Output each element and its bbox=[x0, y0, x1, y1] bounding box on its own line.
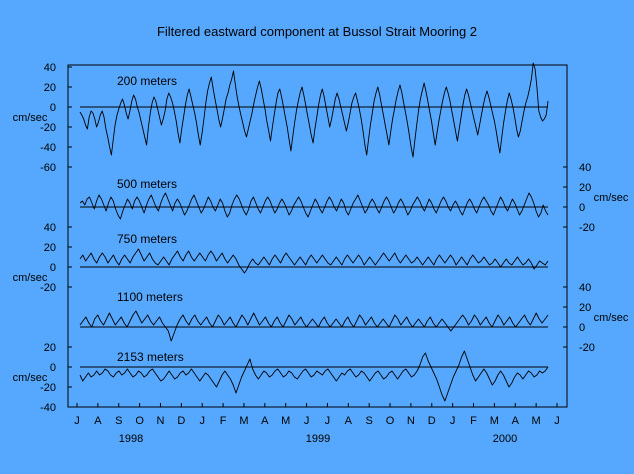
chart-title: Filtered eastward component at Bussol St… bbox=[157, 24, 477, 39]
x-tick-label: J bbox=[450, 415, 456, 427]
y-tick-label: -20 bbox=[579, 342, 595, 354]
series-name-label: 2153 meters bbox=[117, 350, 184, 364]
y-tick-label: 20 bbox=[44, 82, 56, 94]
y-tick-label: -20 bbox=[40, 382, 56, 394]
x-tick-label: J bbox=[199, 415, 205, 427]
y-tick-label: -20 bbox=[40, 122, 56, 134]
y-tick-label: 40 bbox=[579, 162, 591, 174]
x-tick-label: J bbox=[304, 415, 310, 427]
year-label: 1999 bbox=[306, 433, 330, 445]
y-tick-label: 40 bbox=[579, 282, 591, 294]
series-name-label: 750 meters bbox=[117, 232, 177, 246]
y-tick-label: 20 bbox=[44, 342, 56, 354]
x-tick-label: A bbox=[512, 415, 520, 427]
x-tick-label: M bbox=[532, 415, 541, 427]
x-tick-label: S bbox=[366, 415, 373, 427]
y-tick-label: -20 bbox=[579, 222, 595, 234]
y-tick-label: 0 bbox=[579, 202, 585, 214]
x-tick-label: J bbox=[74, 415, 80, 427]
series-name-label: 500 meters bbox=[117, 177, 177, 191]
unit-label: cm/sec bbox=[594, 192, 629, 204]
x-tick-label: O bbox=[135, 415, 144, 427]
series-line bbox=[79, 350, 549, 402]
x-tick-label: A bbox=[345, 415, 353, 427]
unit-label: cm/sec bbox=[13, 112, 48, 124]
y-tick-label: 0 bbox=[50, 362, 56, 374]
y-tick-label: 40 bbox=[44, 222, 56, 234]
x-tick-label: A bbox=[94, 415, 102, 427]
x-tick-label: A bbox=[261, 415, 269, 427]
y-tick-label: -60 bbox=[40, 162, 56, 174]
year-label: 2000 bbox=[493, 433, 517, 445]
series-line bbox=[79, 248, 549, 274]
panel-3: 1100 meters 40 20 0 -20 cm/sec bbox=[79, 282, 629, 354]
y-tick-label: 0 bbox=[579, 322, 585, 334]
x-tick-label: D bbox=[177, 415, 185, 427]
x-tick-label: D bbox=[428, 415, 436, 427]
x-tick-label: M bbox=[281, 415, 290, 427]
unit-label: cm/sec bbox=[13, 272, 48, 284]
panel-1: 500 meters 40 20 0 -20 cm/sec bbox=[79, 162, 629, 234]
plot-frame bbox=[67, 64, 568, 408]
x-tick-label: N bbox=[157, 415, 165, 427]
panel-0: 200 meters 40 20 0 -20 -40 -60 cm/sec bbox=[13, 62, 549, 174]
y-tick-label: -40 bbox=[40, 142, 56, 154]
series-line bbox=[79, 62, 549, 158]
x-tick-label: F bbox=[470, 415, 477, 427]
y-tick-label: 20 bbox=[579, 182, 591, 194]
y-tick-label: 0 bbox=[50, 102, 56, 114]
y-tick-label: 20 bbox=[44, 242, 56, 254]
x-tick-label: M bbox=[239, 415, 248, 427]
x-tick-label: F bbox=[220, 415, 227, 427]
y-tick-label: -20 bbox=[40, 282, 56, 294]
x-tick-label: O bbox=[386, 415, 395, 427]
panel-4: 2153 meters 20 0 -20 -40 cm/sec bbox=[13, 342, 549, 414]
x-tick-label: M bbox=[490, 415, 499, 427]
y-tick-label: 0 bbox=[50, 262, 56, 274]
x-tick-label: N bbox=[407, 415, 415, 427]
y-tick-label: -40 bbox=[40, 402, 56, 414]
series-name-label: 200 meters bbox=[117, 74, 177, 88]
y-tick-label: 40 bbox=[44, 62, 56, 74]
series-line bbox=[79, 310, 549, 342]
unit-label: cm/sec bbox=[594, 312, 629, 324]
series-line bbox=[79, 192, 549, 220]
year-label: 1998 bbox=[119, 433, 143, 445]
x-tick-label: J bbox=[325, 415, 331, 427]
x-tick-label: S bbox=[115, 415, 122, 427]
x-tick-label: J bbox=[554, 415, 560, 427]
series-name-label: 1100 meters bbox=[117, 290, 183, 304]
y-tick-label: 20 bbox=[579, 302, 591, 314]
unit-label: cm/sec bbox=[13, 372, 48, 384]
